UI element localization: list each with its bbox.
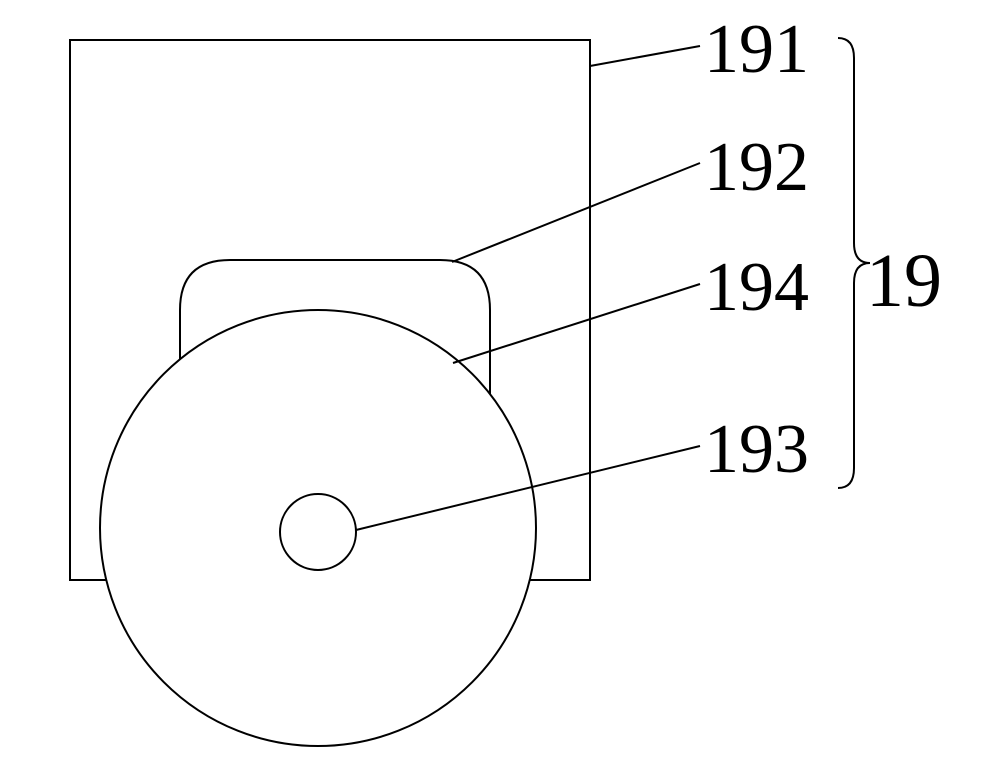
- label-194: 194: [704, 248, 809, 328]
- leader-l192: [452, 163, 700, 262]
- label-192: 192: [704, 128, 809, 208]
- label-group-19: 19: [866, 238, 942, 325]
- label-193: 193: [704, 410, 809, 490]
- label-191: 191: [704, 10, 809, 90]
- leader-l191: [590, 46, 700, 66]
- outer-circle: [100, 310, 536, 746]
